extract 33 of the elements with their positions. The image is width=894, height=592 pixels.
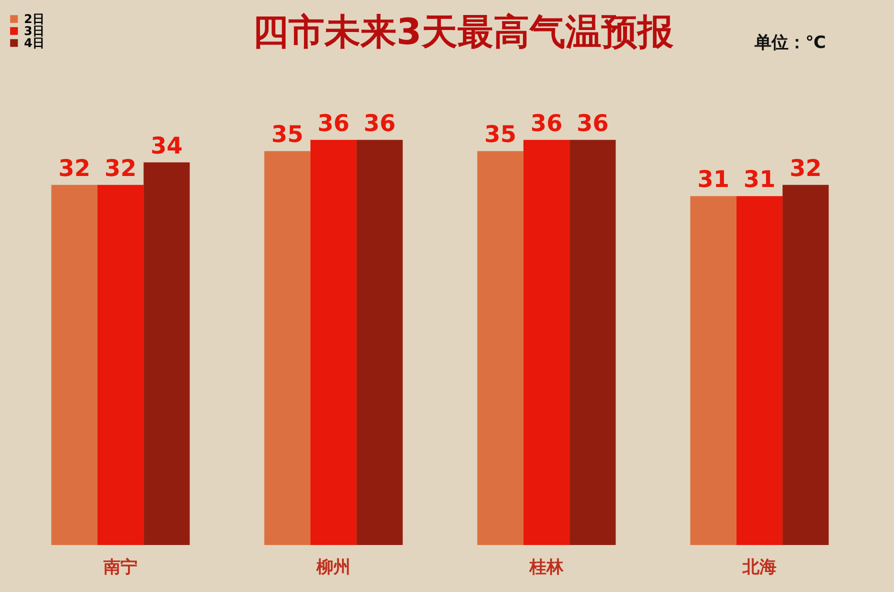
bar	[736, 196, 783, 545]
bar	[570, 140, 616, 545]
data-label: 31	[697, 167, 730, 194]
bar	[97, 184, 144, 545]
bar	[523, 140, 570, 545]
bar	[264, 151, 310, 545]
legend-label: 4日	[24, 36, 44, 50]
legend-label: 2日	[24, 12, 44, 26]
bar	[310, 140, 357, 545]
data-label: 35	[484, 122, 516, 148]
data-label: 32	[58, 156, 90, 182]
bar	[782, 184, 829, 545]
data-label: 34	[150, 133, 183, 160]
x-tick-label: 柳州	[316, 558, 351, 578]
bar	[356, 140, 403, 545]
data-label: 36	[576, 110, 609, 137]
legend-label: 3日	[24, 24, 44, 38]
x-tick-label: 桂林	[528, 558, 564, 578]
x-tick-label: 南宁	[102, 558, 138, 578]
data-label: 36	[364, 110, 396, 137]
data-label: 36	[318, 110, 350, 137]
x-tick-label: 北海	[741, 558, 776, 578]
bar	[690, 196, 736, 545]
bar	[477, 151, 524, 545]
data-label: 31	[743, 167, 776, 194]
data-label: 32	[104, 156, 137, 182]
data-label: 36	[530, 110, 562, 137]
bar	[144, 162, 190, 545]
chart-title: 四市未来3天最高气温预报	[252, 12, 675, 53]
data-label: 32	[790, 156, 822, 182]
text: 单位：℃	[753, 33, 826, 53]
bar	[51, 184, 98, 545]
data-label: 35	[271, 122, 304, 148]
